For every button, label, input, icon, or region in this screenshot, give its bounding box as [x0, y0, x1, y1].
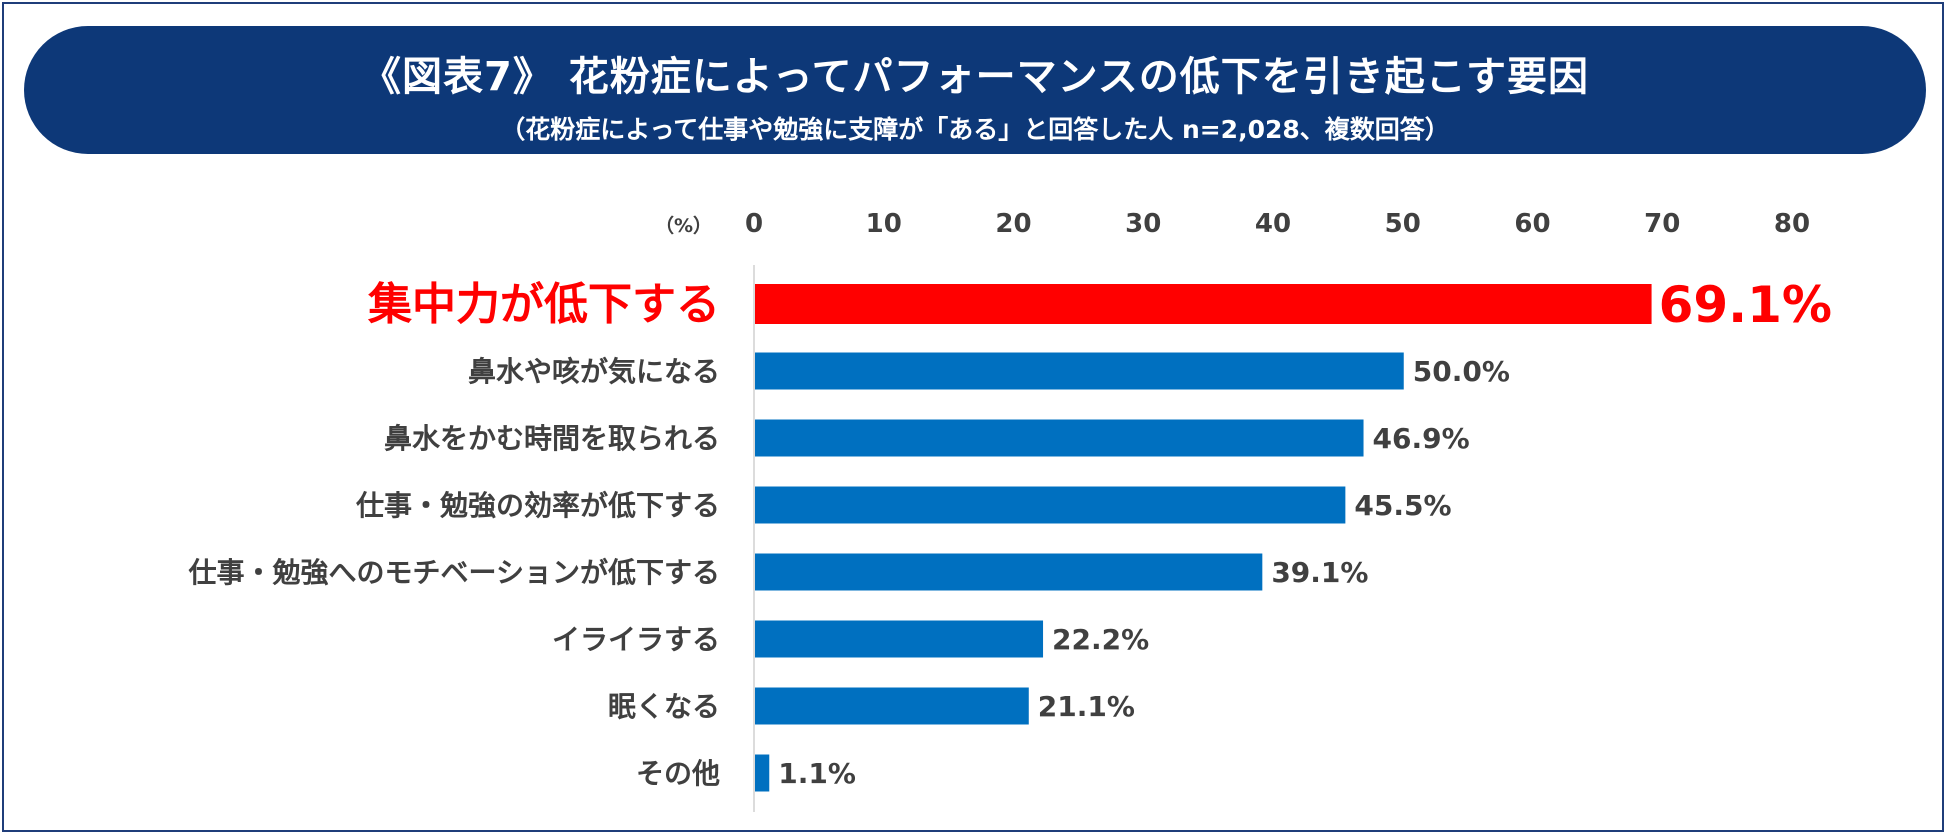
value-label-4: 39.1%	[1271, 556, 1368, 589]
title-banner: 《図表7》 花粉症によってパフォーマンスの低下を引き起こす要因 （花粉症によって…	[24, 26, 1926, 154]
x-tick-label-40: 40	[1255, 209, 1291, 239]
category-label-4: 仕事・勉強へのモチベーションが低下する	[188, 556, 720, 589]
value-label-7: 1.1%	[778, 757, 856, 790]
value-label-5: 22.2%	[1052, 623, 1149, 656]
bar-5	[755, 620, 1044, 658]
unit-label: （%）	[655, 214, 712, 237]
bar-4	[755, 553, 1263, 591]
x-tick-label-20: 20	[995, 209, 1031, 239]
bar-3	[755, 486, 1346, 524]
value-label-3: 45.5%	[1354, 489, 1451, 522]
bar-2	[755, 419, 1364, 457]
bar-6	[755, 687, 1029, 725]
category-label-1: 鼻水や咳が気になる	[468, 355, 720, 388]
bar-7	[755, 754, 770, 792]
value-label-1: 50.0%	[1413, 355, 1510, 388]
x-tick-label-50: 50	[1385, 209, 1421, 239]
value-label-6: 21.1%	[1038, 690, 1135, 723]
x-tick-label-10: 10	[866, 209, 902, 239]
x-tick-label-0: 0	[745, 209, 763, 239]
category-label-2: 鼻水をかむ時間を取られる	[384, 422, 720, 455]
bar-0	[755, 284, 1652, 324]
category-label-5: イライラする	[552, 623, 720, 656]
category-label-0: 集中力が低下する	[367, 279, 720, 330]
chart-title: 《図表7》 花粉症によってパフォーマンスの低下を引き起こす要因	[361, 54, 1589, 100]
x-tick-label-70: 70	[1644, 209, 1680, 239]
category-label-7: その他	[636, 757, 720, 790]
chart-subtitle: （花粉症によって仕事や勉強に支障が「ある」と回答した人 n=2,028、複数回答…	[500, 115, 1450, 144]
value-label-0: 69.1%	[1659, 276, 1832, 334]
category-label-6: 眠くなる	[608, 690, 720, 723]
value-label-2: 46.9%	[1373, 422, 1470, 455]
bar-1	[755, 352, 1404, 390]
x-tick-label-60: 60	[1514, 209, 1550, 239]
x-tick-label-80: 80	[1774, 209, 1810, 239]
x-tick-label-30: 30	[1125, 209, 1161, 239]
category-label-3: 仕事・勉強の効率が低下する	[355, 489, 720, 522]
